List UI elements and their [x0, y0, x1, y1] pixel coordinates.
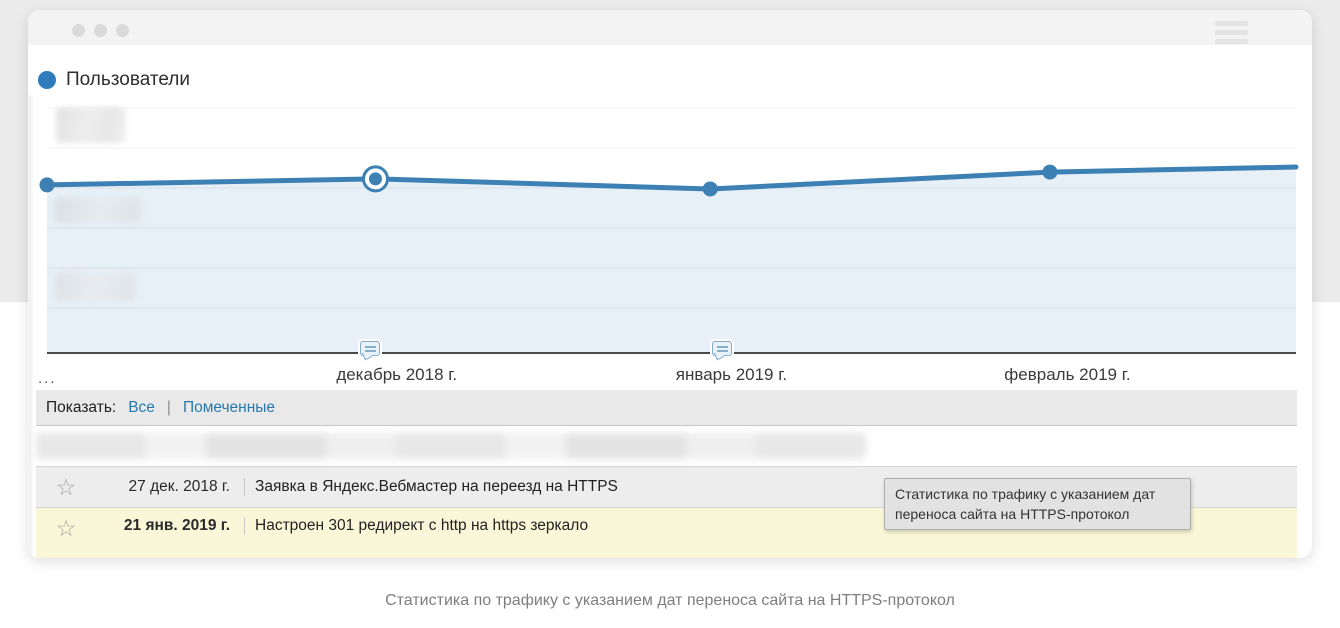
star-icon[interactable]: ☆	[55, 473, 77, 500]
traffic-line-chart[interactable]	[39, 100, 1299, 352]
x-axis-tick-label: январь 2019 г.	[675, 365, 788, 384]
note-marker-icon[interactable]	[711, 341, 732, 356]
window-control-dot-icon	[94, 24, 107, 37]
note-date: 21 янв. 2019 г.	[123, 517, 230, 534]
image-caption: Статистика по трафику с указанием дат пе…	[385, 592, 955, 609]
star-icon[interactable]: ☆	[55, 515, 77, 541]
data-point[interactable]	[1042, 164, 1058, 180]
hover-tooltip: Статистика по трафику с указанием дат пе…	[884, 478, 1191, 530]
window-control-dot-icon	[116, 24, 129, 37]
data-point[interactable]	[702, 181, 718, 197]
metrica-window: Пользователи ... декабрь 2018 г. январь 2…	[28, 10, 1312, 558]
data-point[interactable]	[39, 177, 55, 193]
filter-separator: |	[166, 398, 171, 416]
filter-label: Показать:	[46, 398, 117, 416]
redacted-y-axis-label	[55, 272, 135, 302]
x-axis-tick-label: февраль 2019 г.	[1004, 365, 1131, 384]
redacted-y-axis-label	[55, 197, 141, 223]
note-text: Заявка в Яндекс.Вебмастер на переезд на …	[244, 478, 1297, 496]
notes-filter-bar: Показать: Все | Помеченные	[36, 390, 1297, 426]
window-control-dot-icon	[72, 24, 85, 37]
menu-icon[interactable]	[1215, 21, 1248, 44]
note-marker-icon[interactable]	[359, 341, 380, 356]
x-axis-line	[47, 352, 1296, 354]
window-titlebar	[28, 10, 1312, 45]
x-axis-tick-label: декабрь 2018 г.	[336, 365, 458, 384]
chart-legend: Пользователи	[38, 65, 190, 95]
note-date: 27 дек. 2018 г.	[128, 478, 230, 495]
left-edge-shadow	[28, 95, 32, 555]
redacted-note-row	[36, 426, 1297, 466]
note-text: Настроен 301 редирект с http на https зе…	[244, 517, 1297, 535]
redacted-note-content	[36, 433, 866, 459]
x-axis-overflow-label: ...	[38, 370, 57, 387]
notes-table: Показать: Все | Помеченные ☆ 27 дек. 201…	[36, 390, 1297, 558]
filter-option-all[interactable]: Все	[128, 398, 155, 416]
filter-option-marked[interactable]: Помеченные	[182, 398, 276, 416]
x-axis-labels: ... декабрь 2018 г. январь 2019 г. февраль…	[28, 362, 1312, 392]
redacted-y-axis-label	[56, 107, 126, 143]
legend-label: Пользователи	[66, 69, 191, 90]
legend-dot-icon	[38, 71, 56, 89]
